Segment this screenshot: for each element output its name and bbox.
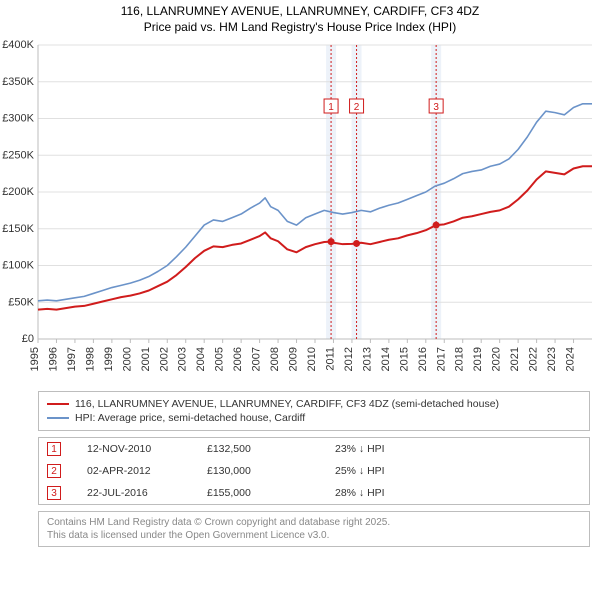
legend: 116, LLANRUMNEY AVENUE, LLANRUMNEY, CARD… <box>38 391 590 431</box>
x-tick-label: 2013 <box>361 347 373 371</box>
y-tick-label: £400K <box>2 39 34 51</box>
sale-date: 02-APR-2012 <box>69 465 199 477</box>
x-tick-label: 2007 <box>251 347 263 371</box>
x-tick-label: 1995 <box>29 347 41 371</box>
x-tick-label: 2011 <box>324 347 336 371</box>
sale-dot <box>328 238 335 245</box>
sale-date: 22-JUL-2016 <box>69 487 199 499</box>
y-tick-label: £300K <box>2 113 34 125</box>
legend-swatch <box>47 403 69 405</box>
x-tick-label: 2022 <box>528 347 540 371</box>
sales-row: 1 12-NOV-2010 £132,500 23% ↓ HPI <box>39 438 589 460</box>
legend-row: 116, LLANRUMNEY AVENUE, LLANRUMNEY, CARD… <box>47 397 581 411</box>
x-tick-label: 2024 <box>565 347 577 371</box>
chart-area: £0 £50K £100K £150K £200K £250K £300K £350K £400… <box>0 37 600 387</box>
title-line-2: Price paid vs. HM Land Registry's House … <box>8 20 592 36</box>
attribution: Contains HM Land Registry data © Crown c… <box>38 511 590 547</box>
x-tick-label: 2010 <box>306 347 318 371</box>
x-tick-label: 2000 <box>121 347 133 371</box>
x-tick-label: 1998 <box>84 347 96 371</box>
series-property <box>38 166 592 309</box>
x-tick-label: 2020 <box>491 347 503 371</box>
sale-hpi-delta: 23% ↓ HPI <box>335 443 455 455</box>
sale-price: £155,000 <box>207 487 327 499</box>
x-tick-label: 2003 <box>177 347 189 371</box>
x-tick-label: 2014 <box>380 347 392 371</box>
attribution-line-2: This data is licensed under the Open Gov… <box>47 529 581 542</box>
x-tick-label: 2021 <box>509 347 521 371</box>
sale-hpi-delta: 25% ↓ HPI <box>335 465 455 477</box>
y-tick-label: £50K <box>8 296 34 308</box>
x-tick-label: 2008 <box>269 347 281 371</box>
x-tick-label: 2001 <box>140 347 152 371</box>
y-tick-label: £150K <box>2 223 34 235</box>
x-tick-label: 1999 <box>103 347 115 371</box>
x-tick-label: 2009 <box>288 347 300 371</box>
x-tick-label: 2017 <box>435 347 447 371</box>
x-tick-label: 2019 <box>472 347 484 371</box>
y-tick-label: £100K <box>2 260 34 272</box>
x-tick-label: 1996 <box>47 347 59 371</box>
y-tick-label: £0 <box>22 333 34 345</box>
sale-num-box: 1 <box>47 442 61 456</box>
y-tick-label: £350K <box>2 76 34 88</box>
x-tick-label: 2002 <box>158 347 170 371</box>
attribution-line-1: Contains HM Land Registry data © Crown c… <box>47 516 581 529</box>
legend-label: HPI: Average price, semi-detached house,… <box>75 412 305 424</box>
sale-num-box: 3 <box>47 486 61 500</box>
chart-container: 116, LLANRUMNEY AVENUE, LLANRUMNEY, CARD… <box>0 0 600 590</box>
sale-dot <box>353 240 360 247</box>
legend-row: HPI: Average price, semi-detached house,… <box>47 411 581 425</box>
marker-num: 3 <box>433 102 439 113</box>
x-tick-label: 2006 <box>232 347 244 371</box>
legend-label: 116, LLANRUMNEY AVENUE, LLANRUMNEY, CARD… <box>75 398 499 410</box>
x-tick-label: 1997 <box>66 347 78 371</box>
sale-hpi-delta: 28% ↓ HPI <box>335 487 455 499</box>
sale-price: £130,000 <box>207 465 327 477</box>
sale-date: 12-NOV-2010 <box>69 443 199 455</box>
sale-num-box: 2 <box>47 464 61 478</box>
sale-price: £132,500 <box>207 443 327 455</box>
y-tick-label: £250K <box>2 149 34 161</box>
title-line-1: 116, LLANRUMNEY AVENUE, LLANRUMNEY, CARD… <box>8 4 592 20</box>
sales-table: 1 12-NOV-2010 £132,500 23% ↓ HPI 2 02-APR-201… <box>38 437 590 505</box>
legend-swatch <box>47 417 69 419</box>
sales-row: 3 22-JUL-2016 £155,000 28% ↓ HPI <box>39 482 589 504</box>
series-hpi <box>38 104 592 301</box>
x-tick-label: 2005 <box>214 347 226 371</box>
x-tick-label: 2016 <box>417 347 429 371</box>
sales-row: 2 02-APR-2012 £130,000 25% ↓ HPI <box>39 460 589 482</box>
marker-num: 1 <box>328 102 334 113</box>
sale-dot <box>433 222 440 229</box>
x-tick-label: 2012 <box>343 347 355 371</box>
x-tick-label: 2023 <box>546 347 558 371</box>
y-tick-label: £200K <box>2 186 34 198</box>
marker-num: 2 <box>354 102 360 113</box>
x-tick-label: 2004 <box>195 347 207 371</box>
x-tick-label: 2018 <box>454 347 466 371</box>
x-tick-label: 2015 <box>398 347 410 371</box>
line-chart-svg: £0 £50K £100K £150K £200K £250K £300K £350K £400… <box>0 37 600 387</box>
title-block: 116, LLANRUMNEY AVENUE, LLANRUMNEY, CARD… <box>0 0 600 37</box>
